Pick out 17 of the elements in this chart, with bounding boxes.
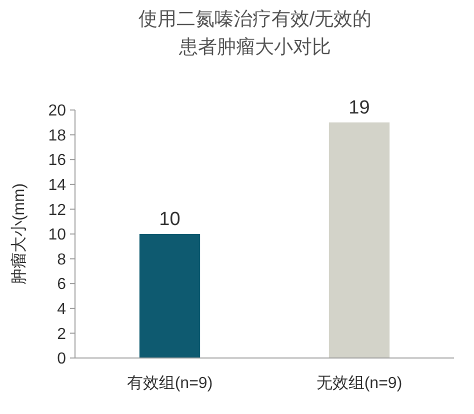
y-tick-label: 12 <box>48 202 66 219</box>
y-axis-title: 肿瘤大小(mm) <box>10 183 28 285</box>
data-label: 10 <box>159 209 180 230</box>
y-tick-label: 8 <box>57 251 66 268</box>
y-tick-label: 4 <box>57 301 66 318</box>
data-label: 19 <box>348 97 370 118</box>
y-tick-label: 20 <box>48 102 66 120</box>
y-tick-label: 14 <box>48 177 66 194</box>
y-tick-label: 2 <box>57 326 66 343</box>
y-tick-label: 18 <box>48 127 66 144</box>
x-tick-label: 有效组(n=9) <box>126 375 213 392</box>
y-tick-label: 10 <box>48 226 66 244</box>
chart-title: 使用二氮嗪治疗有效/无效的患者肿瘤大小对比 <box>138 9 372 58</box>
y-tick-label: 0 <box>57 350 66 368</box>
y-tick-label: 6 <box>57 276 66 294</box>
y-tick-label: 16 <box>48 152 66 170</box>
x-tick-label: 无效组(n=9) <box>316 375 402 392</box>
